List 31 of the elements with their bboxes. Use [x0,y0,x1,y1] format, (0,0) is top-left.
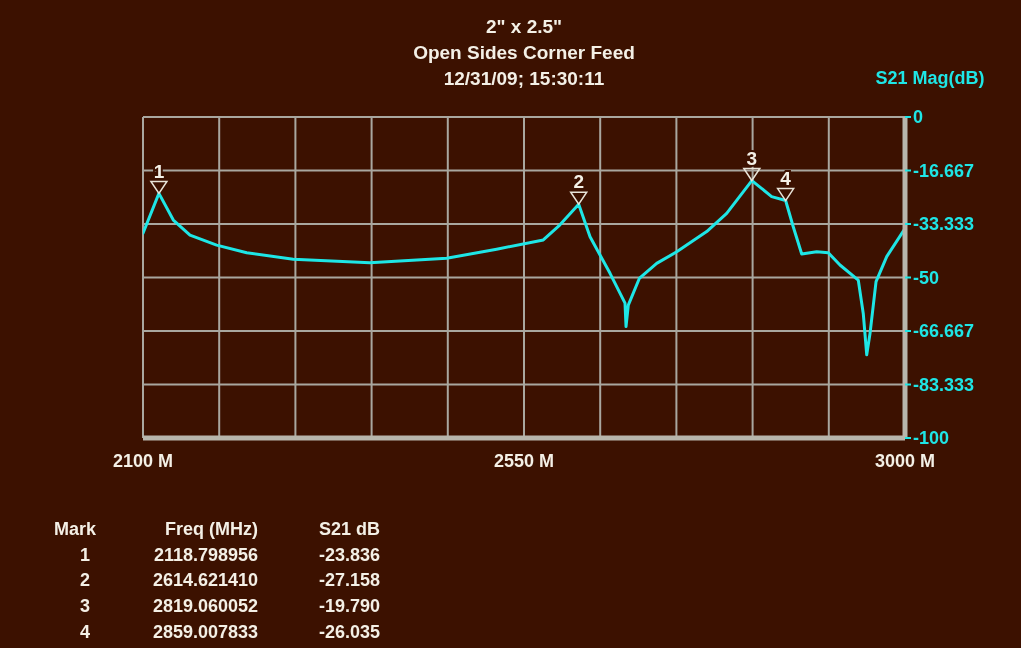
y-tick-label: -50 [913,267,940,288]
x-tick-label: 2550 M [493,450,555,471]
text: S21 dB [318,519,380,540]
y-tick-label: -66.667 [913,321,975,342]
y-tick-label: -16.667 [913,160,975,181]
text: -23.836 [318,544,380,566]
text: 3 [79,596,90,618]
x-tick-label: 3000 M [874,450,936,471]
text: 2 [79,570,90,592]
annotation: 2 [573,171,584,193]
text: 2614.621410 [152,570,258,592]
annotation: 4 [780,167,792,189]
text: -27.158 [318,570,380,592]
x-tick-label: 2100 M [112,450,174,471]
y-tick-label: -33.333 [913,214,975,235]
chart-title: 2" x 2.5" [484,15,564,39]
text: 2118.798956 [153,544,258,566]
text: -19.790 [318,596,380,618]
text: 1 [79,544,90,566]
chart-subtitle: Open Sides Corner Feed [412,41,636,65]
text: 2859.007833 [152,621,258,643]
text: 4 [79,621,90,643]
text: 2819.060052 [152,596,258,618]
text: -26.035 [318,621,380,643]
y-tick-label: 0 [913,107,924,128]
y-axis-title: S21 Mag(dB) [874,68,986,89]
text: 12/31/09; 15:30:11 [442,67,606,91]
text: Freq (MHz) [165,519,258,540]
y-tick-label: -83.333 [913,374,975,395]
text: Mark [53,519,96,540]
y-tick-label: -100 [913,428,950,449]
